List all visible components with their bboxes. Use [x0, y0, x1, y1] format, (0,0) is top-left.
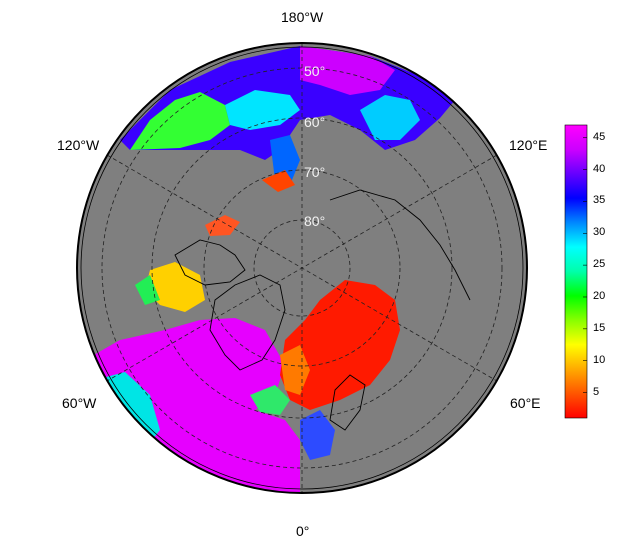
barents-field — [280, 280, 400, 410]
hudson-bay-green — [135, 275, 160, 305]
bering-strait — [270, 135, 300, 185]
colorbar-tick-label: 20 — [593, 289, 606, 302]
label-lat-80: 80° — [304, 213, 326, 229]
canada-arctic-coast — [174, 239, 246, 286]
colorbar-tick-label: 45 — [593, 130, 606, 143]
greenland-sea-green — [250, 385, 290, 415]
chukchi-patch — [262, 170, 295, 192]
colorbar-tick-label: 10 — [593, 353, 606, 366]
label-lat-70: 70° — [304, 164, 326, 180]
map-frame-inner — [80, 46, 524, 490]
norway-blue — [300, 410, 335, 460]
label-60w: 60°W — [62, 395, 97, 411]
parallel-60 — [151, 117, 453, 419]
label-60e: 60°E — [510, 395, 541, 411]
parallel-50 — [101, 67, 503, 469]
label-lat-50: 50° — [304, 63, 326, 79]
map-frame — [76, 42, 528, 494]
colorbar-ticks — [583, 137, 587, 393]
colorbar-tick-label: 5 — [593, 385, 600, 398]
okhotsk-cyan — [360, 95, 420, 140]
scandinavia-coast — [329, 374, 366, 431]
label-180w: 180°W — [281, 9, 324, 25]
label-120e: 120°E — [509, 137, 548, 153]
colorbar-tick-label: 35 — [593, 194, 606, 207]
meridian-120 — [106, 154, 498, 382]
greenland-coast — [209, 274, 286, 371]
label-lat-60: 60° — [304, 114, 326, 130]
colorbar-tick-label: 40 — [593, 162, 606, 175]
colorbar — [564, 124, 588, 419]
alaska-coast-green — [130, 92, 230, 150]
label-0: 0° — [296, 523, 310, 539]
barents-orange — [280, 345, 310, 395]
meridians — [106, 43, 498, 493]
alaska-coast-cyan — [225, 90, 300, 130]
label-120w: 120°W — [57, 137, 100, 153]
colorbar-tick-label: 25 — [593, 258, 606, 271]
parallel-70 — [203, 169, 401, 367]
siberia-coast — [329, 189, 471, 301]
hudson-bay — [145, 262, 205, 312]
beaufort-patch — [205, 215, 240, 236]
coastlines — [174, 189, 471, 431]
colorbar-tick-label: 15 — [593, 321, 606, 334]
colorbar-tick-label: 30 — [593, 226, 606, 239]
